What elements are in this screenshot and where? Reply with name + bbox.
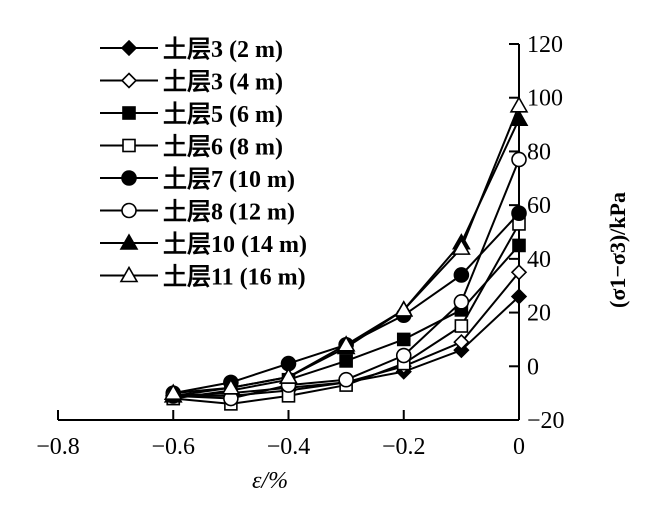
y-tick-label: 40 (527, 247, 551, 273)
legend-label: 土层5 (6 m) (163, 101, 283, 128)
data-point (512, 238, 526, 253)
data-point (510, 264, 528, 281)
data-point (221, 378, 241, 395)
legend-marker (120, 72, 138, 89)
y-tick-label: 80 (527, 139, 551, 165)
y-tick-label: 120 (527, 32, 563, 58)
legend-marker (121, 170, 137, 186)
data-point (339, 354, 353, 368)
data-point (163, 383, 183, 400)
legend-label: 土层11 (16 m) (163, 264, 306, 291)
data-point (454, 319, 469, 333)
legend-item: 土层5 (6 m) (100, 101, 283, 128)
legend-label: 土层3 (2 m) (163, 36, 283, 63)
legend-item: 土层11 (16 m) (100, 264, 306, 291)
data-point (395, 347, 412, 364)
x-tick-label: −0.4 (267, 434, 311, 460)
legend-item: 土层6 (8 m) (100, 134, 283, 161)
x-tick-label: 0 (513, 434, 525, 460)
legend-marker (119, 265, 139, 283)
legend-label: 土层8 (12 m) (163, 199, 295, 226)
y-tick-label: 0 (527, 354, 539, 380)
data-point (453, 333, 470, 351)
y-tick-label: −20 (527, 408, 565, 434)
x-tick-label: −0.2 (382, 434, 426, 460)
legend-marker (119, 233, 139, 250)
x-tick-label: −0.6 (151, 434, 195, 460)
y-tick-label: 20 (527, 301, 551, 327)
legend-item: 土层8 (12 m) (100, 199, 295, 226)
legend-marker (122, 138, 136, 153)
series-group (163, 96, 529, 411)
data-point (453, 294, 470, 310)
x-axis-label: ε/% (252, 468, 288, 494)
y-axis-label: (σ1−σ3)/kPa (605, 192, 630, 308)
legend-item: 土层7 (10 m) (100, 166, 295, 193)
legend: 土层3 (2 m) 土层3 (4 m) 土层5 (6 m) 土层6 (8 m) 土层7 … (100, 36, 307, 291)
data-point (511, 151, 527, 168)
legend-item: 土层3 (2 m) (100, 36, 283, 63)
legend-label: 土层7 (10 m) (163, 166, 295, 193)
series-8 (163, 96, 529, 400)
data-point (396, 332, 411, 347)
y-tick-label: 60 (527, 193, 551, 219)
data-point (394, 300, 414, 317)
y-tick-label: 100 (527, 86, 563, 112)
legend-item: 土层10 (14 m) (100, 231, 307, 258)
data-point (509, 96, 529, 113)
x-tick-label: −0.8 (36, 434, 80, 460)
legend-label: 土层6 (8 m) (163, 134, 283, 161)
data-point (338, 371, 354, 388)
legend-marker (122, 106, 136, 120)
data-point (453, 267, 470, 283)
legend-marker (120, 39, 138, 57)
data-point (279, 367, 298, 384)
legend-marker (121, 202, 137, 219)
data-point (336, 335, 356, 352)
data-point (511, 205, 527, 221)
legend-label: 土层10 (14 m) (163, 231, 307, 258)
data-point (510, 288, 528, 305)
data-point (451, 238, 471, 255)
legend-label: 土层3 (4 m) (163, 69, 283, 96)
legend-item: 土层3 (4 m) (100, 69, 283, 96)
